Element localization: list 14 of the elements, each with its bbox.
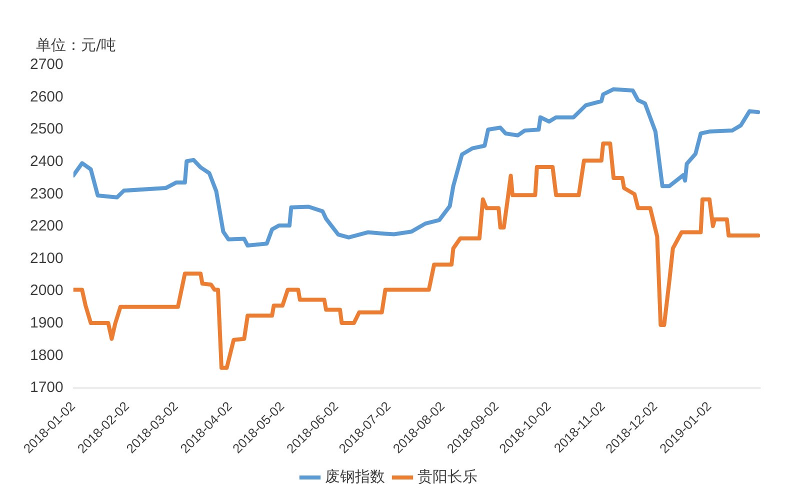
y-tick-label: 1900: [30, 314, 64, 332]
y-tick-label: 1800: [30, 346, 64, 364]
legend-label: 废钢指数: [325, 467, 385, 486]
y-tick-label: 2300: [30, 185, 64, 202]
y-tick-label: 2100: [30, 250, 64, 267]
legend-label: 贵阳长乐: [418, 467, 478, 486]
y-tick-label: 2200: [30, 218, 64, 235]
y-tick-label: 2600: [30, 88, 64, 106]
y-tick-label: 2700: [30, 56, 64, 74]
y-axis-title: 单位：元/吨: [36, 36, 116, 55]
y-tick-label: 2400: [30, 153, 64, 170]
y-tick-label: 1700: [30, 379, 64, 396]
y-tick-label: 2000: [30, 282, 64, 300]
y-tick-label: 2500: [30, 120, 64, 138]
